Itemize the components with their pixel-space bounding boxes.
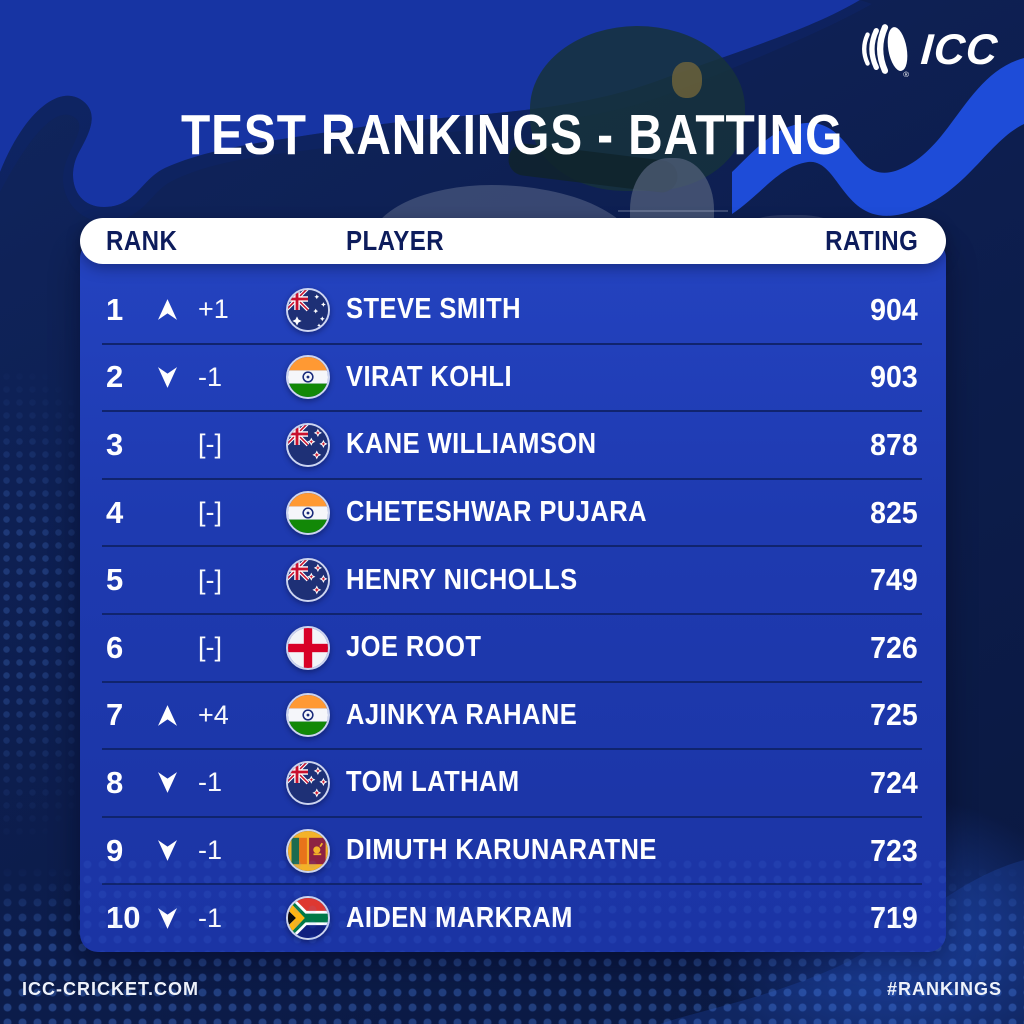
player-name: HENRY NICHOLLS [346, 563, 578, 596]
rank-change: [-] [198, 497, 222, 528]
down-arrow-icon [158, 367, 198, 388]
rating-value: 725 [870, 697, 918, 733]
table-row: 9 -1 DIMUTH KARUNARATNE 723 [80, 815, 946, 885]
rank-value: 4 [106, 494, 124, 530]
table-row: 7 +4 AJINKYA RAHANE 725 [80, 680, 946, 750]
table-row: 1 +1 STEVE SMITH 904 [80, 276, 946, 344]
player-name: DIMUTH KARUNARATNE [346, 834, 657, 867]
table-row: 6 [-] JOE ROOT 726 [80, 612, 946, 682]
rating-value: 726 [870, 629, 918, 665]
india-flag-icon [286, 355, 330, 400]
table-row: 5 [-] HENRY NICHOLLS 749 [80, 545, 946, 614]
footer-hashtag: #RANKINGS [886, 979, 1002, 999]
rank-change: [-] [198, 429, 222, 460]
player-name: KANE WILLIAMSON [346, 428, 597, 461]
icc-logo: ® ICC [855, 22, 1000, 78]
rank-value: 10 [106, 900, 141, 936]
rank-value: 2 [106, 359, 124, 395]
player-name: JOE ROOT [346, 631, 482, 664]
new-zealand-flag-icon [286, 760, 330, 805]
table-row: 3 [-] KANE WILLIAMSON 878 [80, 410, 946, 479]
rank-value: 3 [106, 426, 124, 462]
table-row: 2 -1 VIRAT KOHLI 903 [80, 342, 946, 412]
player-name: VIRAT KOHLI [346, 360, 512, 393]
new-zealand-flag-icon [286, 422, 330, 467]
up-arrow-icon [158, 704, 198, 726]
player-name: AIDEN MARKRAM [346, 901, 573, 934]
rank-value: 9 [106, 832, 124, 868]
up-arrow-icon [158, 299, 198, 321]
rating-value: 723 [870, 832, 918, 868]
icc-ball-icon: ® [861, 24, 909, 78]
rating-value: 719 [870, 900, 918, 936]
rating-value: 903 [870, 359, 918, 395]
header-rank: RANK [106, 225, 178, 256]
rankings-rows: 1 +1 STEVE SMITH 904 2 -1 VIRAT KOHLI 90… [80, 276, 946, 952]
player-name: TOM LATHAM [346, 766, 520, 799]
page-title: TEST RANKINGS - BATTING [180, 103, 844, 167]
table-row: 4 [-] CHETESHWAR PUJARA 825 [80, 477, 946, 547]
rank-change: -1 [198, 902, 223, 933]
header-rating: RATING [824, 225, 918, 256]
rank-value: 1 [106, 291, 124, 327]
england-flag-icon [286, 625, 330, 670]
rating-value: 749 [870, 562, 918, 598]
rating-value: 825 [870, 494, 918, 530]
rank-value: 5 [106, 562, 124, 598]
rank-value: 7 [106, 697, 124, 733]
rank-change: [-] [198, 564, 222, 595]
rankings-panel: 1 +1 STEVE SMITH 904 2 -1 VIRAT KOHLI 90… [80, 240, 946, 952]
player-name: STEVE SMITH [346, 293, 521, 326]
rank-value: 8 [106, 764, 124, 800]
table-row: 10 -1 AIDEN MARKRAM 719 [80, 883, 946, 952]
rank-change: +1 [198, 294, 229, 325]
new-zealand-flag-icon [286, 558, 330, 603]
table-header: RANK PLAYER RATING [80, 218, 946, 264]
rating-value: 878 [870, 426, 918, 462]
header-player: PLAYER [346, 225, 445, 256]
south-africa-flag-icon [286, 896, 330, 941]
rank-change: -1 [198, 767, 223, 798]
down-arrow-icon [158, 772, 198, 794]
down-arrow-icon [158, 840, 198, 861]
rating-value: 904 [870, 291, 918, 327]
footer-website: ICC-CRICKET.COM [22, 979, 199, 999]
table-row: 8 -1 TOM LATHAM 724 [80, 748, 946, 817]
india-flag-icon [286, 490, 330, 535]
sri-lanka-flag-icon [286, 828, 330, 873]
player-name: CHETESHWAR PUJARA [346, 496, 647, 529]
player-name: AJINKYA RAHANE [346, 698, 578, 731]
registered-mark: ® [903, 70, 909, 78]
rank-change: -1 [198, 361, 223, 392]
rank-change: +4 [198, 699, 229, 730]
rank-value: 6 [106, 629, 124, 665]
rank-change: -1 [198, 835, 223, 866]
right-ribbon-shape [732, 58, 1024, 216]
india-flag-icon [286, 693, 330, 738]
rank-change: [-] [198, 632, 222, 663]
rating-value: 724 [870, 764, 918, 800]
down-arrow-icon [158, 907, 198, 929]
australia-flag-icon [286, 287, 330, 332]
icc-logo-text: ICC [919, 25, 1000, 74]
